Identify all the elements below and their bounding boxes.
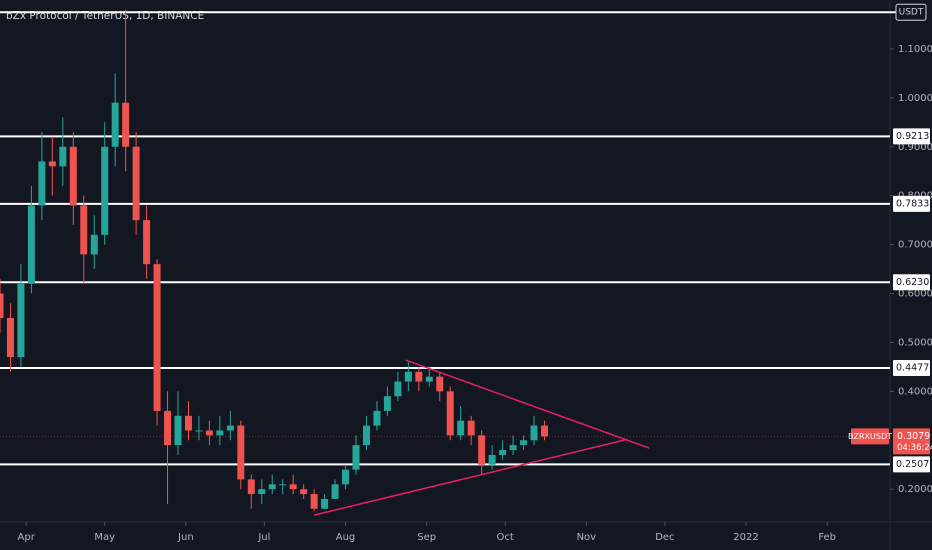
candle-body: [499, 450, 507, 455]
candle-body: [258, 489, 266, 495]
candle-body: [520, 440, 528, 446]
countdown-label: 04:36:24: [897, 443, 932, 453]
candle-body: [467, 420, 475, 436]
candle-body: [143, 220, 151, 265]
candle-body: [488, 454, 496, 465]
level-label-box: [893, 195, 930, 212]
candle-body: [101, 146, 109, 235]
candle-body: [174, 415, 182, 446]
candle-body: [6, 317, 14, 358]
candle-body: [415, 371, 423, 382]
y-tick-label: 0.2000: [898, 484, 932, 495]
candle-body: [195, 430, 203, 432]
candle-body: [331, 484, 339, 499]
level-label: 0.2507: [896, 459, 929, 470]
candle-body: [383, 396, 391, 411]
candle-body: [69, 146, 77, 206]
x-tick-label: May: [94, 532, 115, 543]
candle-body: [80, 205, 88, 255]
candle-body: [457, 420, 465, 436]
x-tick-label: Nov: [577, 532, 597, 543]
level-label-box: [893, 456, 930, 473]
candle-body: [509, 445, 517, 451]
trendline: [405, 359, 650, 449]
x-tick-label: Jul: [257, 532, 270, 543]
symbol-box: [851, 428, 889, 445]
currency-box: [895, 3, 927, 21]
level-label: 0.7833: [896, 198, 929, 209]
level-label: 0.9213: [896, 131, 929, 142]
candle-body: [226, 425, 234, 431]
candle-body: [17, 283, 25, 358]
candle-body: [184, 415, 192, 431]
x-tick-label: 2022: [733, 532, 758, 543]
currency-label: USDT: [899, 8, 924, 18]
candle-body: [237, 425, 245, 480]
candle-body: [436, 376, 444, 392]
level-label-box: [893, 128, 930, 145]
candle-body: [530, 425, 538, 441]
x-tick-label: Oct: [497, 532, 514, 543]
candle-body: [268, 484, 276, 490]
x-tick-label: Feb: [818, 532, 836, 543]
y-tick-label: 0.5000: [898, 337, 932, 348]
candle-body: [321, 498, 329, 509]
trendline: [313, 439, 626, 516]
price-label: 0.3079: [897, 431, 930, 442]
candle-body: [122, 102, 130, 147]
candle-body: [289, 484, 297, 490]
y-tick-label: 0.4000: [898, 386, 932, 397]
candle-body: [279, 484, 287, 486]
candle-body: [478, 435, 486, 465]
candle-body: [27, 205, 35, 284]
level-label: 0.4477: [896, 363, 929, 374]
candle-body: [111, 102, 119, 147]
x-tick-label: Aug: [336, 532, 356, 543]
candle-body: [38, 161, 46, 206]
candle-body: [153, 264, 161, 411]
candle-body: [310, 494, 318, 509]
candle-body: [394, 381, 402, 397]
candle-body: [59, 146, 67, 167]
candle-body: [362, 425, 370, 446]
candle-body: [132, 146, 140, 221]
candle-body: [216, 430, 224, 436]
x-tick-label: Apr: [18, 532, 36, 543]
candle-body: [540, 425, 548, 437]
candle-body: [425, 376, 433, 382]
symbol-label: BZRXUSDT: [848, 432, 892, 441]
candle-body: [342, 469, 350, 485]
x-tick-label: Sep: [417, 532, 436, 543]
y-tick-label: 0.6000: [898, 289, 932, 300]
candle-body: [90, 234, 98, 255]
level-label: 0.6230: [896, 277, 929, 288]
candle-body: [373, 410, 381, 426]
x-tick-label: Dec: [655, 532, 674, 543]
candle-body: [205, 430, 213, 436]
candle-body: [164, 410, 172, 446]
level-label-box: [893, 274, 930, 291]
candle-body: [404, 371, 412, 382]
price-box: [893, 428, 930, 455]
y-tick-label: 0.9000: [898, 142, 932, 153]
candle-body: [446, 391, 454, 436]
y-tick-label: 0.7000: [898, 240, 932, 251]
level-label-box: [893, 360, 930, 377]
candle-body: [247, 479, 255, 495]
y-tick-label: 1.0000: [898, 93, 932, 104]
candle-body: [300, 489, 308, 495]
candle-body: [352, 445, 360, 470]
candle-body: [0, 293, 4, 318]
candle-body: [48, 161, 56, 167]
y-tick-label: 1.1000: [898, 44, 932, 55]
x-tick-label: Jun: [177, 532, 194, 543]
